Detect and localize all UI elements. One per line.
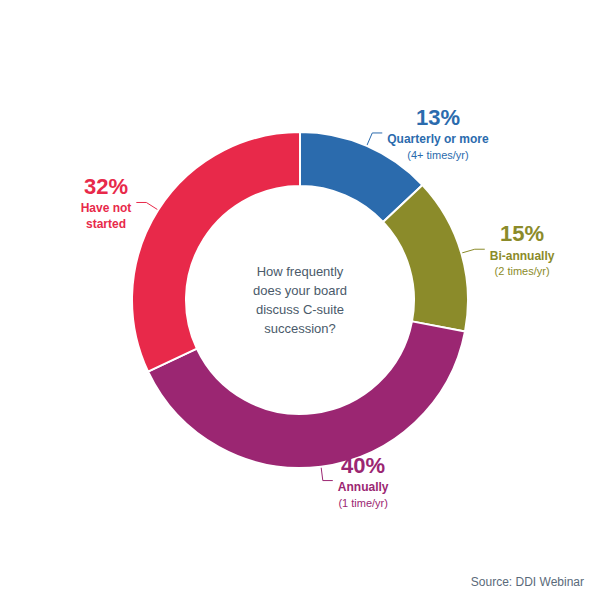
svg-text:Bi-annually: Bi-annually [490,249,555,263]
svg-text:discuss C-suite: discuss C-suite [256,302,344,317]
svg-text:started: started [86,217,126,231]
svg-text:(2 times/yr): (2 times/yr) [495,265,550,277]
svg-text:(1 time/yr): (1 time/yr) [338,497,388,509]
svg-text:40%: 40% [341,453,385,478]
svg-text:How frequently: How frequently [257,264,344,279]
svg-text:Quarterly or more: Quarterly or more [387,132,489,146]
svg-text:succession?: succession? [264,321,336,336]
svg-text:Annually: Annually [338,480,389,494]
svg-text:Have not: Have not [81,201,132,215]
svg-text:(4+ times/yr): (4+ times/yr) [407,149,468,161]
svg-text:Source: DDI Webinar: Source: DDI Webinar [471,575,584,589]
svg-text:32%: 32% [84,174,128,199]
svg-text:does your board: does your board [253,283,347,298]
svg-text:15%: 15% [500,221,544,246]
svg-text:13%: 13% [416,105,460,130]
